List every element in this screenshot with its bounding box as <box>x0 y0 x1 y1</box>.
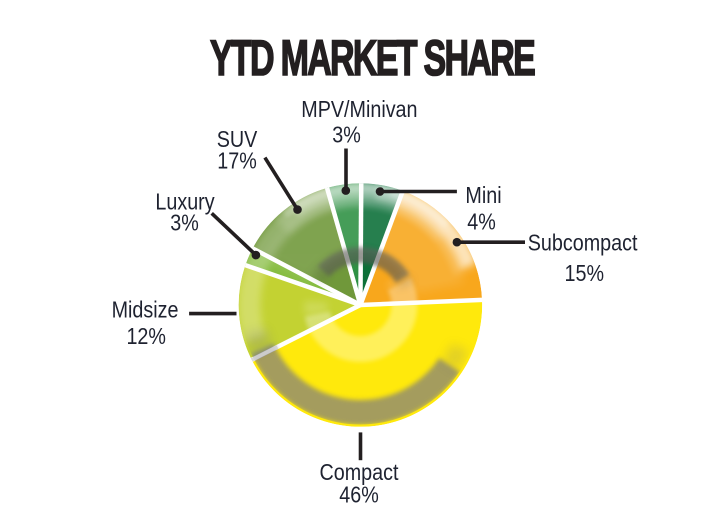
svg-text:Luxury: Luxury <box>155 188 214 215</box>
svg-text:4%: 4% <box>467 208 496 235</box>
svg-text:Compact: Compact <box>320 458 399 485</box>
svg-text:46%: 46% <box>339 481 378 508</box>
svg-text:17%: 17% <box>217 147 256 174</box>
svg-text:15%: 15% <box>565 259 604 286</box>
svg-text:YTD MARKET SHARE: YTD MARKET SHARE <box>210 31 535 87</box>
svg-text:Mini: Mini <box>465 181 501 208</box>
svg-text:Midsize: Midsize <box>112 296 179 323</box>
svg-text:Subcompact: Subcompact <box>528 229 638 256</box>
svg-text:3%: 3% <box>332 121 361 148</box>
svg-text:12%: 12% <box>126 322 165 349</box>
svg-text:SUV: SUV <box>217 125 258 152</box>
svg-text:3%: 3% <box>170 209 199 236</box>
svg-text:MPV/Minivan: MPV/Minivan <box>301 95 417 122</box>
